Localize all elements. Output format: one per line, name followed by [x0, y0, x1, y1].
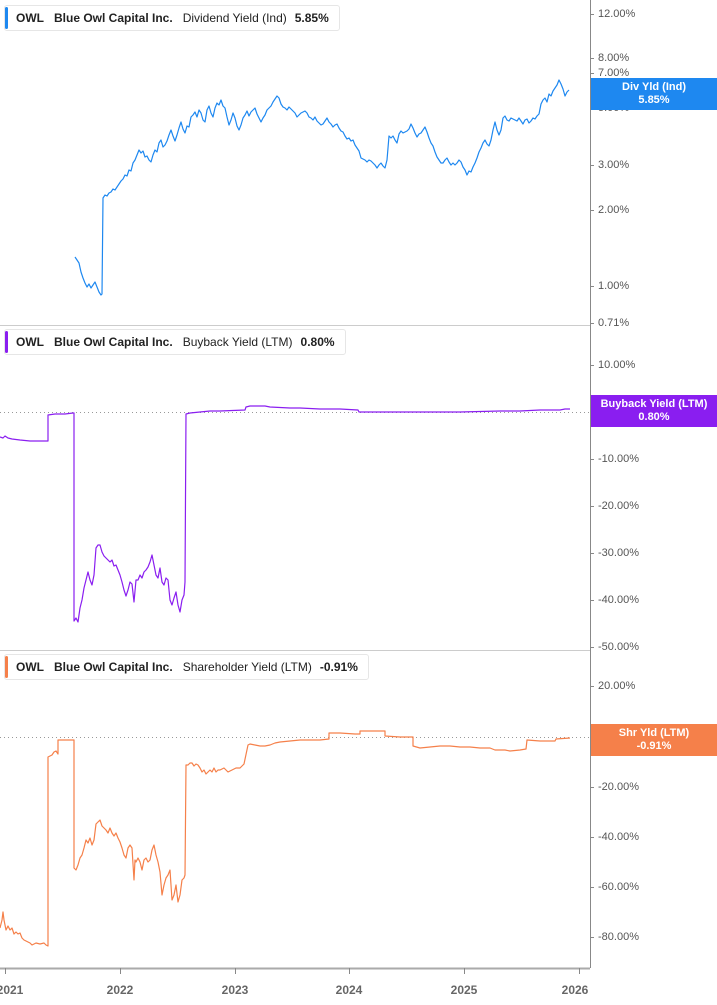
y-tick-mark	[590, 686, 594, 687]
legend-dividend-yield[interactable]: OWL Blue Owl Capital Inc. Dividend Yield…	[4, 5, 340, 31]
y-tick-label: -50.00%	[598, 641, 639, 653]
metric-value: 5.85%	[294, 11, 329, 25]
y-tick-label: -30.00%	[598, 547, 639, 559]
y-tick-mark	[590, 937, 594, 938]
ticker-label: OWL	[16, 335, 44, 349]
metric-value: -0.91%	[319, 660, 358, 674]
x-tick-mark	[5, 968, 6, 974]
y-tick-mark	[590, 506, 594, 507]
y-tick-label: 1.00%	[598, 280, 630, 292]
y-tick-mark	[590, 165, 594, 166]
company-name: Blue Owl Capital Inc.	[54, 335, 173, 349]
y-tick-mark	[590, 323, 594, 324]
y-tick-mark	[590, 553, 594, 554]
last-value-tag: Buyback Yield (LTM) 0.80%	[591, 395, 717, 427]
tag-value: 0.80%	[638, 411, 670, 423]
y-tick-mark	[590, 837, 594, 838]
legend-buyback-yield[interactable]: OWL Blue Owl Capital Inc. Buyback Yield …	[4, 329, 346, 355]
last-value-tag: Shr Yld (LTM) -0.91%	[591, 724, 717, 756]
x-tick-label: 2021	[0, 983, 24, 997]
dividend-yield-line	[74, 79, 570, 296]
ticker-label: OWL	[16, 11, 44, 25]
metric-value: 0.80%	[300, 335, 335, 349]
x-tick-mark	[235, 968, 236, 974]
shareholder-yield-panel: OWL Blue Owl Capital Inc. Shareholder Yi…	[0, 651, 717, 968]
company-name: Blue Owl Capital Inc.	[54, 660, 173, 674]
x-tick-label: 2025	[450, 983, 478, 997]
tag-value: 5.85%	[638, 94, 670, 106]
y-tick-label: 2.00%	[598, 204, 630, 216]
y-tick-label: -80.00%	[598, 931, 639, 943]
x-tick-mark	[579, 968, 580, 974]
x-tick-mark	[349, 968, 350, 974]
y-tick-label: -20.00%	[598, 500, 639, 512]
dividend-yield-panel: OWL Blue Owl Capital Inc. Dividend Yield…	[0, 0, 717, 329]
y-tick-label: 20.00%	[598, 680, 636, 692]
company-name: Blue Owl Capital Inc.	[54, 11, 173, 25]
x-tick-label: 2023	[221, 983, 249, 997]
metric-name: Shareholder Yield (LTM)	[182, 660, 312, 674]
y-tick-label: -40.00%	[598, 831, 639, 843]
y-tick-mark	[590, 58, 594, 59]
y-tick-mark	[590, 647, 594, 648]
series-color-swatch	[5, 656, 8, 678]
y-tick-label: 8.00%	[598, 52, 630, 64]
buyback-yield-line	[0, 405, 570, 623]
legend-shareholder-yield[interactable]: OWL Blue Owl Capital Inc. Shareholder Yi…	[4, 654, 369, 680]
x-tick-label: 2024	[335, 983, 363, 997]
y-tick-mark	[590, 286, 594, 287]
tag-label: Div Yld (Ind)	[622, 81, 686, 93]
y-tick-mark	[590, 887, 594, 888]
y-tick-label: -20.00%	[598, 781, 639, 793]
tag-value: -0.91%	[636, 740, 672, 752]
metric-name: Buyback Yield (LTM)	[182, 335, 293, 349]
y-tick-mark	[590, 459, 594, 460]
metric-name: Dividend Yield (Ind)	[182, 11, 287, 25]
y-tick-mark	[590, 73, 594, 74]
x-tick-mark	[464, 968, 465, 974]
tag-label: Buyback Yield (LTM)	[600, 398, 708, 410]
y-tick-label: 7.00%	[598, 67, 630, 79]
y-tick-mark	[590, 365, 594, 366]
series-color-swatch	[5, 331, 8, 353]
y-tick-label: 3.00%	[598, 159, 630, 171]
y-tick-mark	[590, 14, 594, 15]
y-tick-label: -40.00%	[598, 594, 639, 606]
y-tick-mark	[590, 787, 594, 788]
series-color-swatch	[5, 7, 8, 29]
y-tick-label: 10.00%	[598, 359, 636, 371]
ticker-label: OWL	[16, 660, 44, 674]
y-tick-label: 12.00%	[598, 8, 636, 20]
last-value-tag: Div Yld (Ind) 5.85%	[591, 78, 717, 110]
x-tick-label: 2022	[106, 983, 134, 997]
x-tick-mark	[120, 968, 121, 974]
y-tick-mark	[590, 210, 594, 211]
y-tick-label: -60.00%	[598, 881, 639, 893]
shareholder-yield-line	[0, 730, 571, 947]
y-tick-label: 0.71%	[598, 317, 630, 329]
tag-label: Shr Yld (LTM)	[618, 727, 690, 739]
y-tick-mark	[590, 600, 594, 601]
x-tick-label: 2026	[561, 983, 589, 997]
buyback-yield-panel: OWL Blue Owl Capital Inc. Buyback Yield …	[0, 326, 717, 653]
y-tick-label: -10.00%	[598, 453, 639, 465]
